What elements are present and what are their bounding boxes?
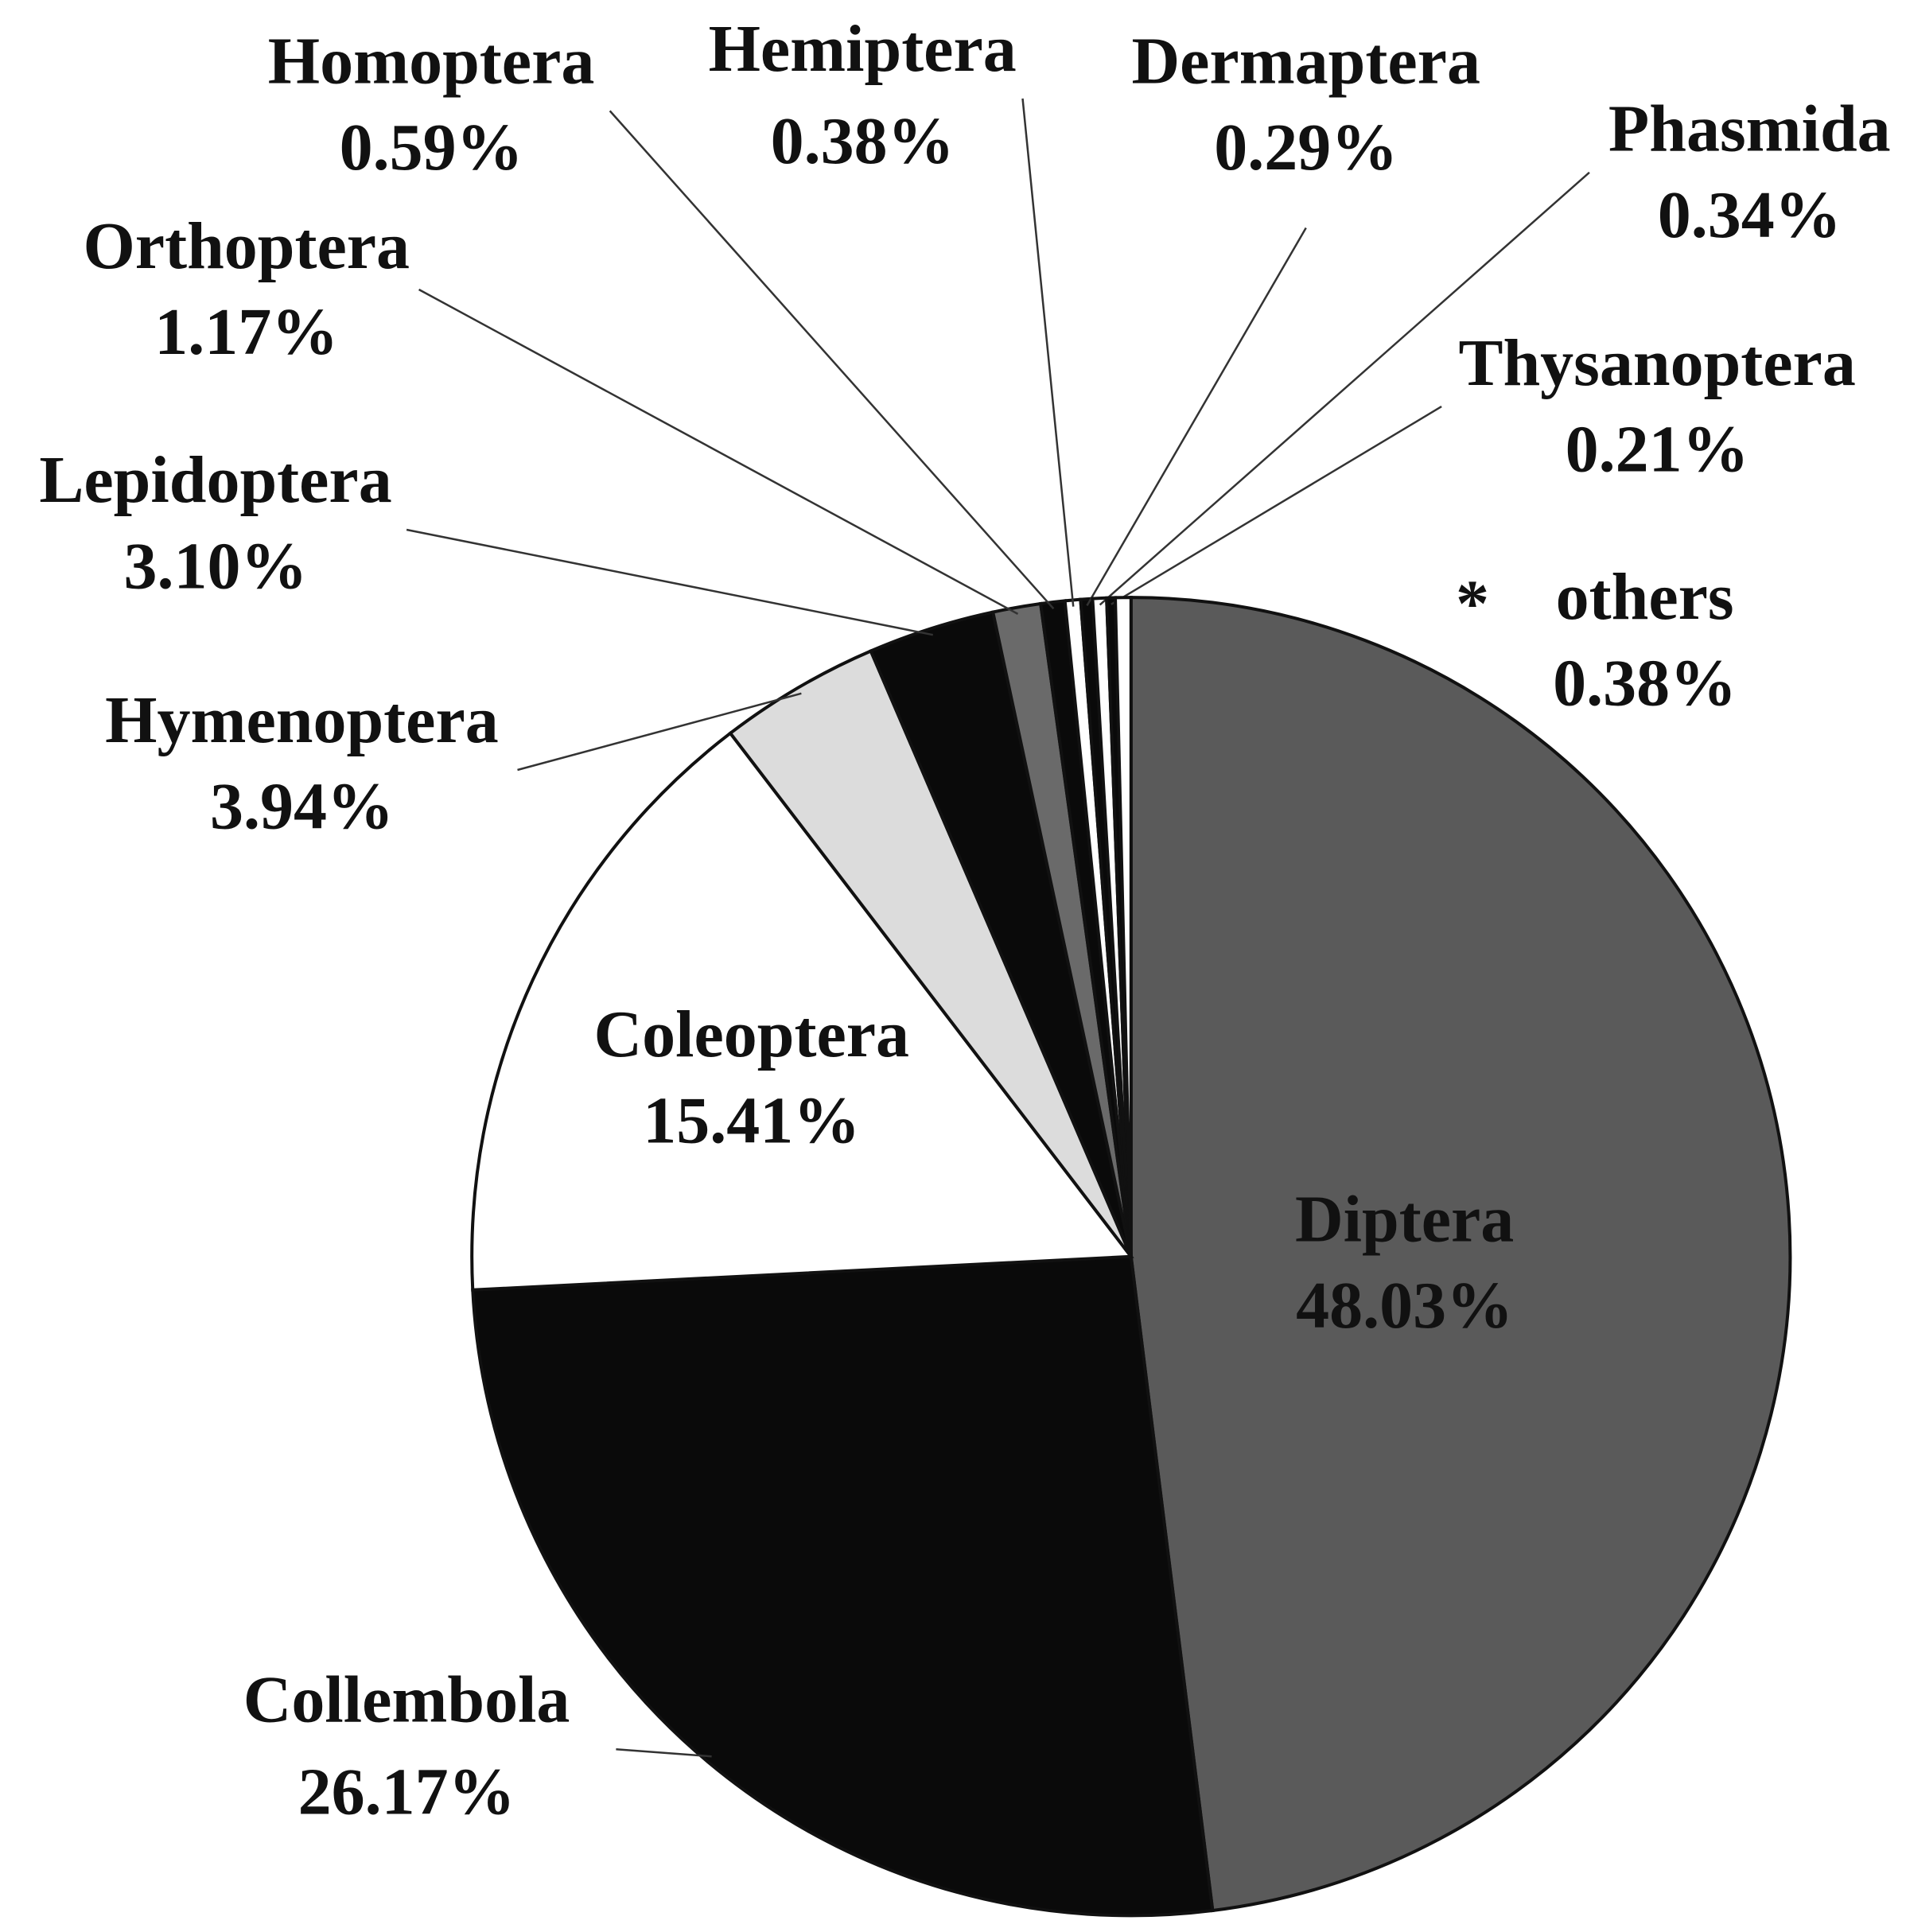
slice-name: Orthoptera <box>83 209 410 283</box>
pie-slice <box>470 731 1134 1292</box>
slice-value-label: 48.03% <box>1296 1269 1513 1343</box>
slice-name: others <box>1556 560 1734 634</box>
leader-line <box>1111 406 1442 605</box>
slice-value-label: 0.21% <box>1566 412 1749 486</box>
pie-slice <box>1129 596 1792 1913</box>
slice-value-label: 3.10% <box>124 529 308 603</box>
slice-name: Hemiptera <box>709 12 1017 86</box>
slice-value-label: 0.59% <box>340 111 523 185</box>
pie-slice <box>1113 596 1133 1257</box>
slice-value-label: 3.94% <box>210 769 394 843</box>
slice-value-label: 0.34% <box>1658 178 1842 252</box>
leader-line <box>517 692 802 772</box>
slice-name: Hymenoptera <box>105 683 499 757</box>
leader-line <box>1099 171 1590 606</box>
slice-name: Lepidoptera <box>39 443 391 517</box>
leader-line <box>1021 98 1075 607</box>
slice-value-label: 0.38% <box>771 104 955 178</box>
pie-slice <box>471 1254 1215 1918</box>
slice-value-label: 15.41% <box>643 1083 860 1157</box>
slice-value-label: 0.38% <box>1553 647 1737 721</box>
leader-line <box>1086 227 1307 606</box>
slice-value-label: 26.17% <box>298 1755 515 1829</box>
slice-name: Collembola <box>243 1662 570 1736</box>
leader-line <box>609 110 1055 610</box>
pie-slice <box>728 648 1133 1258</box>
leader-line <box>406 528 933 636</box>
slice-name: Diptera <box>1295 1182 1514 1256</box>
leader-line <box>418 288 1019 615</box>
slice-name: Dermaptera <box>1131 24 1480 98</box>
slice-name: Coleoptera <box>593 997 909 1071</box>
slice-name: Phasmida <box>1608 92 1891 166</box>
annotation-asterisk: * <box>1456 566 1489 640</box>
slice-value-label: 1.17% <box>154 295 338 369</box>
slice-value-label: 0.29% <box>1214 111 1398 185</box>
slice-name: Thysanoptera <box>1458 326 1855 400</box>
slice-name: Homoptera <box>268 24 595 98</box>
leader-line <box>616 1748 712 1758</box>
